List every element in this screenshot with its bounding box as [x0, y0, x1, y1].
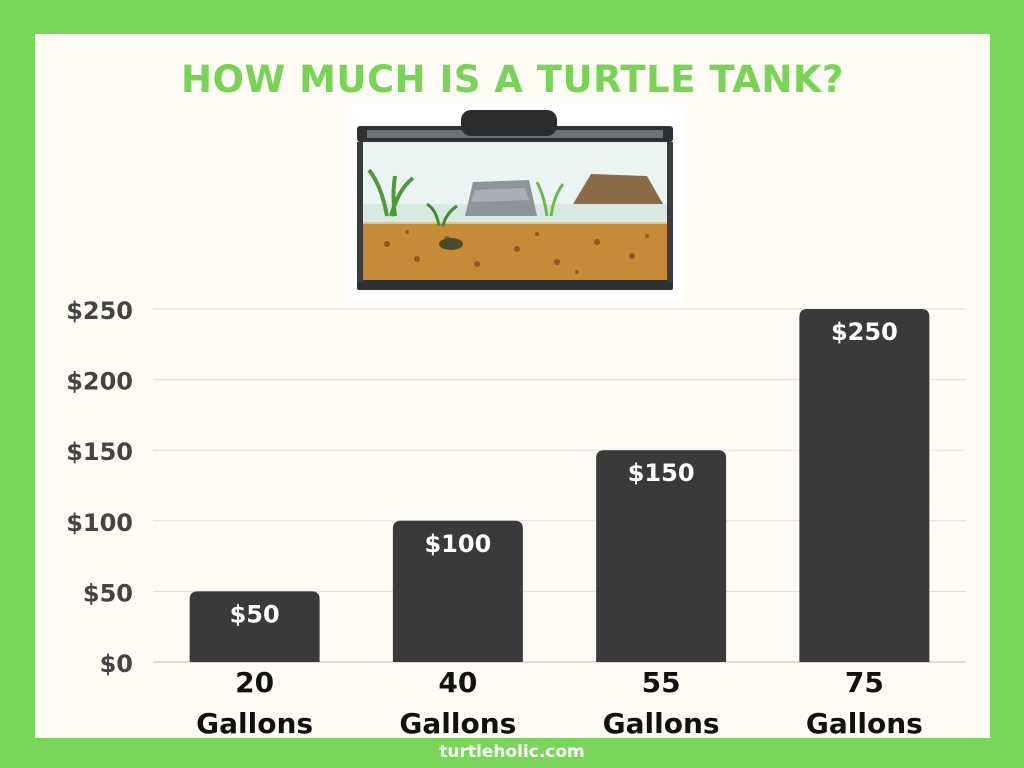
- x-category-label: Gallons: [806, 707, 923, 740]
- bar-data-label: $250: [831, 318, 898, 346]
- x-category-label: 20: [235, 666, 274, 699]
- y-tick-label: $100: [66, 509, 133, 537]
- bar: [392, 520, 523, 662]
- bar-data-label: $50: [230, 600, 280, 628]
- turtle-tank-image: [347, 104, 683, 302]
- x-category-label: 75: [845, 666, 884, 699]
- site-credit: turtleholic.com: [439, 742, 585, 762]
- chart-title: HOW MUCH IS A TURTLE TANK?: [181, 58, 844, 101]
- x-category-label: Gallons: [399, 707, 516, 740]
- bar: [189, 591, 320, 662]
- bar: [596, 450, 727, 662]
- x-category-label: Gallons: [603, 707, 720, 740]
- x-category-label: 55: [642, 666, 681, 699]
- x-category-label: 40: [438, 666, 477, 699]
- bar: [799, 309, 930, 662]
- y-tick-label: $0: [100, 650, 133, 678]
- x-category-label: Gallons: [196, 707, 313, 740]
- bar-data-label: $100: [424, 530, 491, 558]
- bar-data-label: $150: [628, 459, 695, 487]
- y-tick-label: $200: [66, 368, 133, 396]
- y-tick-label: $250: [66, 297, 133, 325]
- y-tick-label: $50: [83, 579, 133, 607]
- y-tick-label: $150: [66, 438, 133, 466]
